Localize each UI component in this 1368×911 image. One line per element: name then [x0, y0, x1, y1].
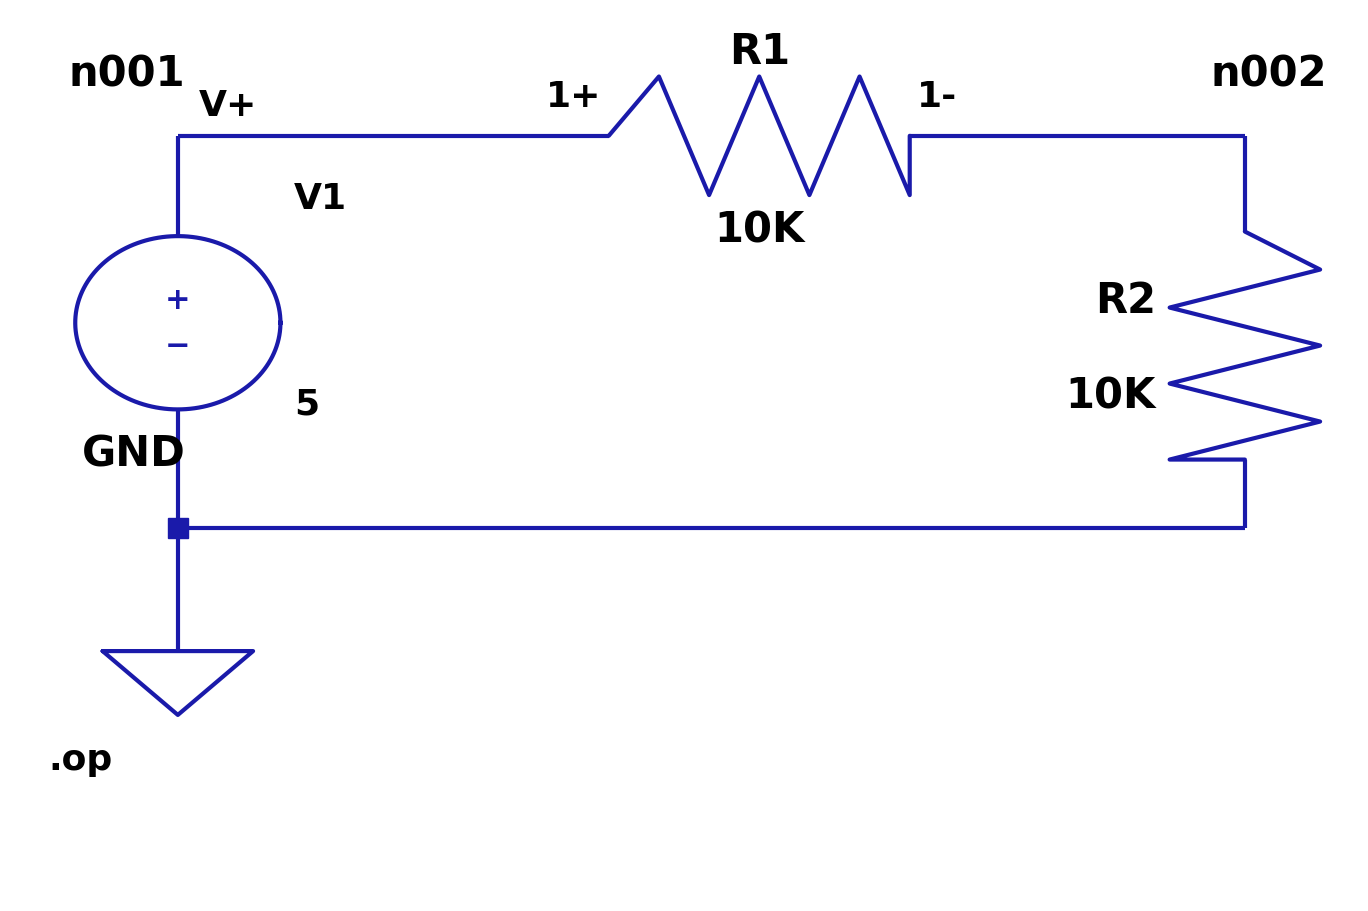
- Text: R1: R1: [729, 31, 789, 73]
- Text: V+: V+: [198, 89, 257, 123]
- Text: R2: R2: [1094, 280, 1156, 322]
- Text: 10K: 10K: [714, 210, 804, 251]
- Text: n001: n001: [68, 54, 185, 96]
- Text: 5: 5: [294, 387, 319, 421]
- Text: −: −: [166, 332, 190, 361]
- Text: 1-: 1-: [917, 80, 956, 114]
- Text: 1+: 1+: [546, 80, 602, 114]
- Text: n002: n002: [1211, 54, 1327, 96]
- Text: .op: .op: [48, 742, 112, 776]
- Text: GND: GND: [82, 433, 186, 475]
- Text: +: +: [166, 286, 190, 315]
- Text: V1: V1: [294, 182, 347, 216]
- Text: 10K: 10K: [1066, 375, 1156, 417]
